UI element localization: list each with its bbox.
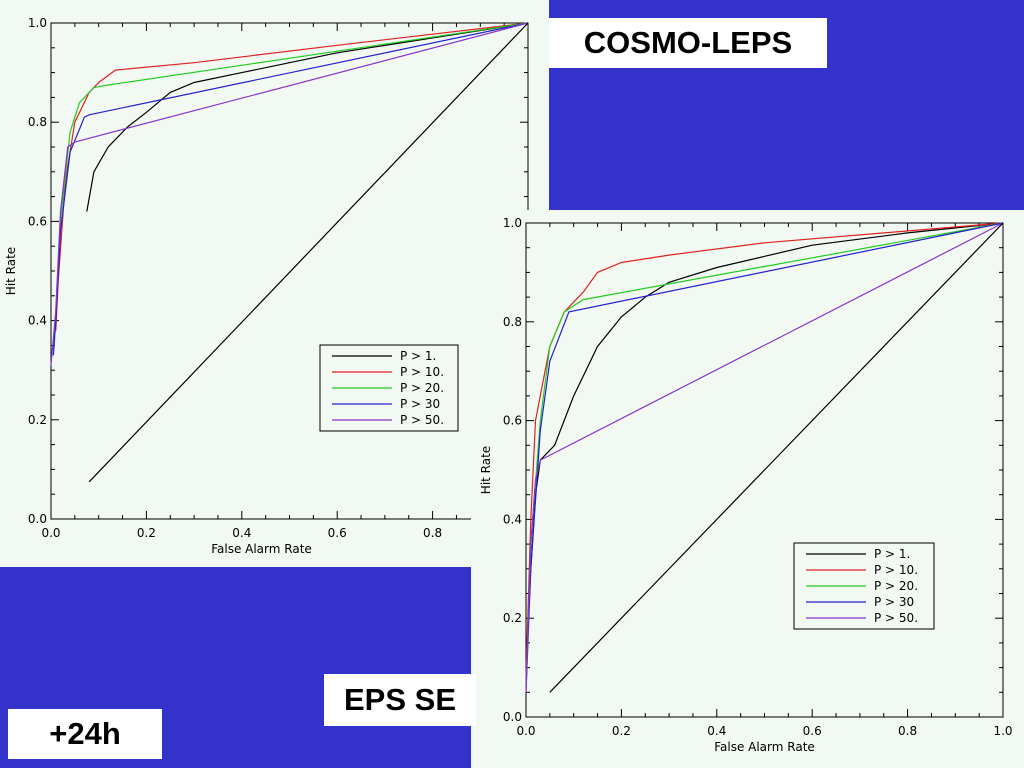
eps-series-line-p-1 (525, 222, 1004, 668)
eps-series-line-p-10 (525, 222, 1004, 678)
cosmo-legend-label: P > 1. (400, 349, 436, 363)
cosmo-legend-label: P > 20. (400, 381, 444, 395)
eps-xtick-label: 0.8 (898, 724, 917, 738)
eps-se-title: EPS SE (324, 674, 476, 726)
cosmo-xtick-label: 0.8 (423, 526, 442, 540)
lead-time-label: +24h (8, 709, 162, 759)
eps-legend-box (793, 542, 935, 630)
eps-xtick-label: 0.2 (612, 724, 631, 738)
eps-se-roc-chart: 0.0 0.2 0.4 0.6 0.8 1.0 0.0 0.2 0.4 0.6 0.8 1.0 Fals… (479, 216, 1013, 754)
eps-ytick-label: 0.6 (503, 414, 522, 428)
cosmo-series-line-p-50 (50, 22, 529, 366)
cosmo-ytick-label: 0.4 (28, 314, 47, 328)
cosmo-leps-roc-chart: 0.0 0.2 0.4 0.6 0.8 0.0 0.2 0.4 0.6 0.8 1.0 False A… (4, 16, 529, 556)
cosmo-y-axis-label: Hit Rate (4, 247, 18, 295)
cosmo-series-line-diagonal (88, 22, 529, 483)
eps-ytick-label: 1.0 (503, 216, 522, 230)
cosmo-xtick-label: 0.0 (41, 526, 60, 540)
eps-legend-label: P > 50. (874, 611, 918, 625)
eps-ytick-label: 0.8 (503, 315, 522, 329)
eps-legend-label: P > 20. (874, 579, 918, 593)
cosmo-legend-label: P > 10. (400, 365, 444, 379)
cosmo-ytick-label: 0.2 (28, 413, 47, 427)
eps-xtick-label: 0.4 (707, 724, 726, 738)
eps-legend-label: P > 1. (874, 547, 910, 561)
eps-series-line-p-20 (525, 222, 1004, 688)
cosmo-legend-label: P > 50. (400, 413, 444, 427)
eps-y-axis-label: Hit Rate (479, 446, 493, 494)
eps-xtick-label: 0.0 (516, 724, 535, 738)
eps-ytick-label: 0.0 (503, 710, 522, 724)
cosmo-ytick-label: 0.8 (28, 115, 47, 129)
cosmo-x-axis-label: False Alarm Rate (211, 542, 312, 556)
eps-series-line-p-30 (525, 222, 1004, 693)
cosmo-ytick-label: 0.0 (28, 512, 47, 526)
cosmo-series-line-p-1 (86, 22, 529, 212)
cosmo-legend-box (319, 344, 459, 432)
cosmo-ytick-label: 1.0 (28, 16, 47, 30)
eps-ytick-label: 0.4 (503, 512, 522, 526)
eps-xtick-label: 0.6 (803, 724, 822, 738)
eps-xtick-label: 1.0 (993, 724, 1012, 738)
cosmo-xtick-label: 0.2 (137, 526, 156, 540)
eps-series-line-diagonal (549, 222, 1004, 693)
cosmo-ytick-label: 0.6 (28, 214, 47, 228)
eps-legend-label: P > 10. (874, 563, 918, 577)
cosmo-xtick-label: 0.6 (328, 526, 347, 540)
cosmo-leps-chart-panel: 0.0 0.2 0.4 0.6 0.8 0.0 0.2 0.4 0.6 0.8 1.0 False A… (0, 0, 549, 567)
cosmo-xtick-label: 0.4 (232, 526, 251, 540)
eps-legend-label: P > 30 (874, 595, 914, 609)
cosmo-series-line-p-30 (52, 22, 529, 356)
cosmo-legend-label: P > 30 (400, 397, 440, 411)
eps-x-axis-label: False Alarm Rate (714, 740, 815, 754)
eps-ytick-label: 0.2 (503, 611, 522, 625)
eps-se-chart-panel: 0.0 0.2 0.4 0.6 0.8 1.0 0.0 0.2 0.4 0.6 0.8 1.0 Fals… (471, 210, 1024, 768)
cosmo-leps-title: COSMO-LEPS (549, 18, 827, 68)
eps-series-line-p-50 (525, 222, 1004, 693)
cosmo-series-line-p-10 (55, 22, 529, 331)
